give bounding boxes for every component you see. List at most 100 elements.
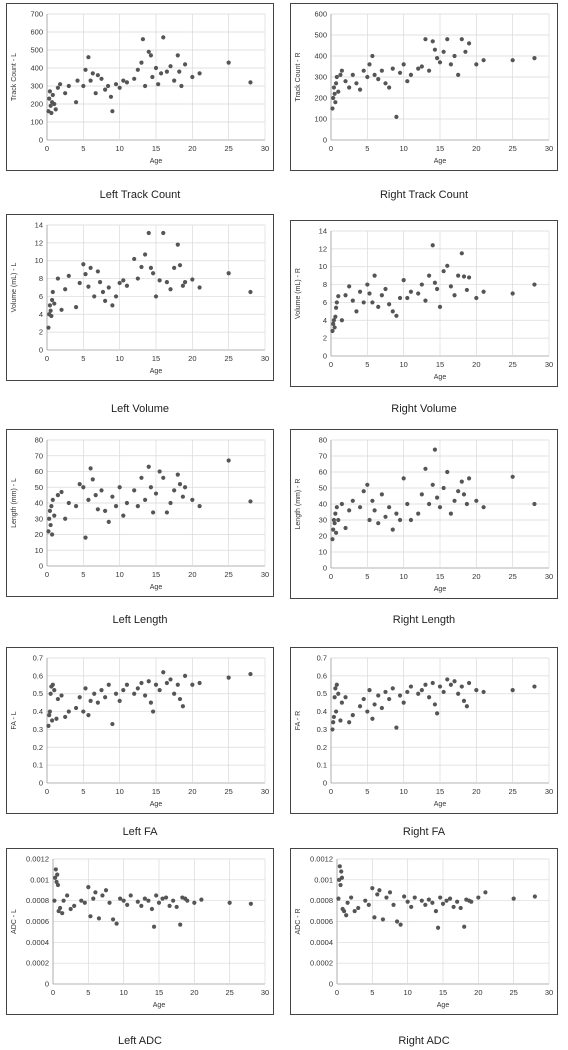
data-point: [332, 325, 337, 330]
y-tick-label: 0.5: [33, 689, 43, 698]
data-point: [248, 901, 253, 906]
data-point: [344, 913, 349, 918]
scatter-plot-right-fa: 0 0.1 0.2 0.3 0.4 0.5 0.6 0.7 0 5 10 15 20 25 30 Age FA …: [295, 654, 553, 809]
data-point: [103, 888, 109, 893]
data-point: [330, 106, 335, 111]
x-tick-label: 15: [152, 787, 160, 796]
data-point: [140, 37, 146, 42]
data-point: [387, 302, 392, 307]
data-point: [88, 914, 93, 919]
data-point: [462, 924, 467, 929]
data-point: [192, 900, 197, 905]
data-point: [60, 911, 65, 916]
data-point: [88, 265, 93, 270]
data-point: [117, 485, 122, 490]
data-point: [47, 303, 53, 308]
data-point: [347, 720, 352, 725]
data-point: [52, 688, 57, 693]
x-tick-label: 25: [224, 354, 232, 363]
data-point: [143, 497, 148, 502]
data-point: [151, 924, 157, 929]
data-point: [48, 308, 53, 313]
x-tick-label: 10: [115, 144, 123, 153]
data-point: [227, 900, 232, 905]
data-point: [161, 670, 166, 675]
data-point: [347, 508, 352, 513]
y-tick-label: 0.1: [33, 761, 43, 770]
data-point: [95, 700, 100, 705]
data-point: [226, 271, 231, 276]
data-point: [178, 922, 183, 927]
y-tick-label: 300: [314, 73, 327, 82]
data-point: [110, 109, 115, 114]
data-point: [47, 713, 52, 718]
data-point: [447, 896, 453, 901]
data-point: [53, 867, 58, 872]
data-point: [387, 696, 392, 702]
x-tick-label: 30: [545, 144, 553, 153]
data-point: [336, 89, 341, 94]
data-point: [456, 72, 461, 77]
data-point: [54, 716, 59, 721]
y-tick-label: 0.2: [33, 743, 43, 752]
data-point: [52, 513, 57, 518]
data-point: [408, 517, 414, 523]
data-point: [350, 498, 355, 503]
data-point: [139, 475, 144, 480]
data-point: [66, 500, 71, 506]
data-point: [68, 906, 73, 912]
chart-panel-right-track-count: 0 100 200 300 400 500 600 0 5 10 15 20 25 30 Age Track …: [290, 3, 558, 171]
data-point: [461, 492, 467, 497]
data-point: [336, 294, 341, 299]
data-point: [168, 677, 173, 682]
data-point: [125, 902, 130, 907]
data-point: [55, 85, 61, 90]
data-point: [139, 680, 144, 686]
data-point: [339, 700, 344, 705]
data-point: [83, 67, 88, 72]
x-tick-label: 10: [399, 572, 407, 581]
data-point: [331, 321, 336, 326]
x-tick-label: 30: [261, 354, 269, 363]
data-point: [148, 53, 154, 58]
y-tick-label: 0: [323, 136, 327, 145]
y-tick-label: 50: [319, 484, 327, 493]
x-tick-label: 30: [261, 144, 269, 153]
y-axis-label: Volume (mL) - L: [11, 262, 18, 312]
data-point: [423, 682, 428, 687]
data-point: [132, 691, 137, 696]
data-point: [107, 900, 112, 905]
data-point: [49, 532, 55, 537]
y-tick-label: 30: [319, 516, 327, 525]
data-point: [167, 903, 172, 908]
data-point: [157, 688, 162, 693]
data-point: [376, 77, 381, 82]
data-point: [100, 289, 106, 295]
data-point: [248, 80, 253, 85]
data-point: [333, 81, 339, 86]
y-tick-label: 0.3: [317, 725, 327, 734]
data-point: [432, 280, 438, 285]
x-tick-label: 5: [86, 988, 90, 997]
y-tick-label: 0.0012: [310, 855, 333, 864]
data-point: [199, 897, 204, 902]
data-point: [197, 680, 202, 686]
data-point: [47, 709, 53, 714]
data-point: [143, 693, 148, 698]
y-tick-label: 60: [35, 467, 43, 476]
data-point: [172, 488, 177, 493]
data-point: [93, 890, 98, 895]
data-point: [437, 60, 443, 65]
data-point: [437, 505, 443, 510]
x-tick-label: 20: [188, 570, 196, 579]
data-point: [339, 875, 345, 880]
x-tick-label: 20: [474, 988, 482, 997]
y-tick-label: 0: [329, 980, 333, 989]
data-point: [333, 709, 339, 714]
y-tick-label: 0: [323, 779, 327, 788]
data-point: [434, 286, 440, 292]
data-point: [456, 489, 461, 494]
data-point: [163, 895, 169, 900]
data-point: [419, 898, 424, 903]
data-point: [81, 83, 86, 89]
